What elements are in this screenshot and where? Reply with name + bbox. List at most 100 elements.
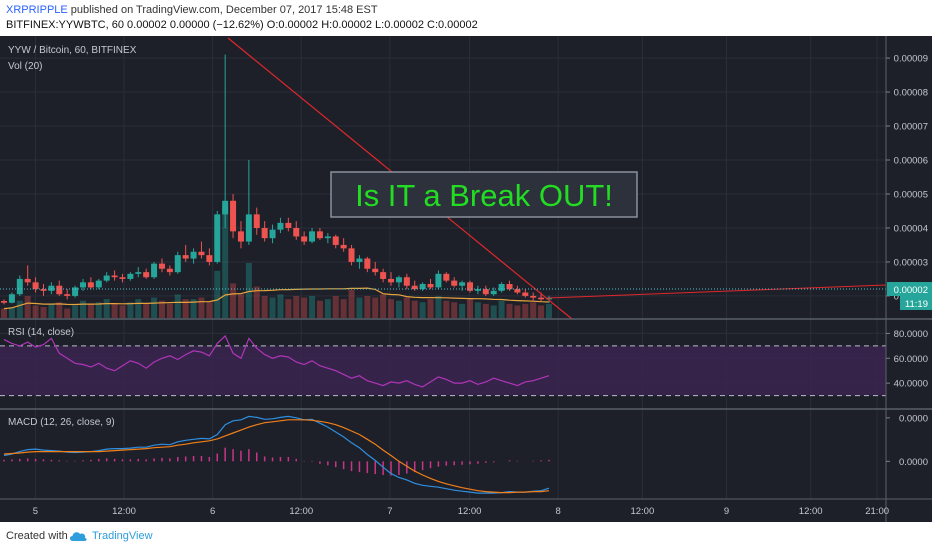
volume-bar [277, 294, 284, 318]
candle-body [427, 284, 434, 288]
author-link[interactable]: XRPRIPPLE [6, 4, 68, 16]
candle-body [285, 222, 292, 228]
tradingview-link[interactable]: TradingView [92, 530, 153, 542]
candle-body [135, 272, 142, 274]
volume-bar [111, 303, 118, 318]
candle-body [40, 289, 47, 291]
volume-bar [474, 302, 481, 318]
candle-body [459, 282, 466, 286]
volume-bar [32, 305, 39, 318]
volume-bar [8, 307, 15, 318]
volume-bar [538, 305, 545, 318]
macd-signal-line [3, 419, 550, 494]
price-tick-label: 0.00009 [894, 54, 928, 65]
chart-header: XRPRIPPLE published on TradingView.com, … [0, 0, 932, 36]
time-tick-label: 12:00 [289, 506, 313, 517]
time-tick-label: 12:00 [112, 506, 136, 517]
candle-body [293, 227, 300, 237]
volume-bar [230, 283, 237, 318]
publish-text: published on TradingView.com, December 0… [67, 4, 378, 16]
time-tick-label: 12:00 [799, 506, 823, 517]
tradingview-cloud-icon [69, 532, 87, 541]
volume-bar [151, 297, 158, 318]
candle-body [95, 280, 102, 288]
volume-bar [451, 302, 458, 318]
candle-body [467, 282, 474, 291]
volume-bar [214, 270, 221, 318]
candle-body [522, 292, 529, 296]
time-tick-label: 9 [724, 506, 729, 517]
volume-bar [380, 294, 387, 318]
horizontal-trend-line [547, 284, 887, 299]
volume-bar [103, 299, 110, 318]
volume-ma-line [3, 287, 550, 310]
volume-bar [301, 297, 308, 318]
time-tick-label: 8 [556, 506, 561, 517]
volume-bar [237, 294, 244, 318]
footer: Created with TradingView [0, 522, 932, 550]
ticker-info: BITFINEX:YYWBTC, 60 0.00002 0.00000 (−12… [6, 19, 478, 31]
candle-body [490, 290, 497, 295]
rsi-legend: RSI (14, close) [8, 327, 74, 338]
volume-bar [64, 308, 71, 318]
macd-tick-label: 0.0000 [899, 457, 928, 468]
volume-bar [435, 296, 442, 318]
candle-body [143, 272, 150, 278]
candle-body [261, 227, 268, 239]
volume-bar [40, 307, 47, 318]
volume-bar [546, 303, 552, 318]
rsi-tick-label: 80.0000 [894, 329, 928, 340]
volume-bar [95, 302, 102, 318]
candle-body [32, 282, 39, 290]
volume-bar [222, 208, 229, 318]
candle-body [411, 285, 418, 290]
volume-bar [490, 305, 497, 318]
countdown-tag [900, 296, 932, 310]
candle-body [435, 273, 442, 288]
candle-body [127, 273, 134, 279]
time-tick-label: 12:00 [458, 506, 482, 517]
volume-bars [1, 208, 552, 318]
candle-body [72, 287, 79, 296]
candle-body [372, 268, 379, 273]
candle-body [222, 200, 229, 215]
candle-body [158, 263, 165, 269]
volume-bar [356, 297, 363, 318]
candle-body [64, 294, 71, 296]
candle-body [16, 278, 23, 295]
volume-bar [79, 300, 86, 318]
candle-body [348, 248, 355, 262]
volume-bar [245, 263, 252, 318]
price-tick-label: 0.00006 [894, 156, 928, 167]
volume-bar [56, 302, 63, 318]
volume-bar [253, 286, 260, 318]
candle-body [277, 222, 284, 230]
volume-bar [419, 302, 426, 318]
chart-area[interactable]: Is IT a Break OUT! 0.00009 0.0000 8 0.0000 7… [0, 36, 932, 522]
volume-bar [388, 299, 395, 318]
annotation-text: Is IT a Break OUT! [355, 178, 613, 213]
volume-bar [309, 296, 316, 318]
candle-body [340, 244, 347, 249]
candle-body [388, 278, 395, 283]
candle-body [498, 284, 505, 291]
chart-svg: Is IT a Break OUT! 0.00009 0.0000 80.0000 7… [0, 36, 932, 522]
volume-bar [119, 305, 126, 318]
volume-bar [127, 302, 134, 318]
volume-bar [411, 300, 418, 318]
volume-bar [198, 297, 205, 318]
rsi-tick-label: 60.0000 [894, 354, 928, 365]
volume-bar [48, 303, 55, 318]
candle-body [237, 231, 244, 242]
volume-bar [206, 302, 213, 318]
volume-bar [293, 296, 300, 318]
candle-body [56, 285, 63, 295]
candle-body [119, 277, 126, 279]
volume-bar [135, 299, 142, 318]
candle-body [309, 231, 316, 242]
candle-body [190, 251, 197, 259]
time-tick-label: 7 [387, 506, 392, 517]
candle-body [474, 289, 481, 291]
main-legend: YYW / Bitcoin, 60, BITFINEX [8, 45, 137, 56]
candle-body [8, 294, 15, 303]
